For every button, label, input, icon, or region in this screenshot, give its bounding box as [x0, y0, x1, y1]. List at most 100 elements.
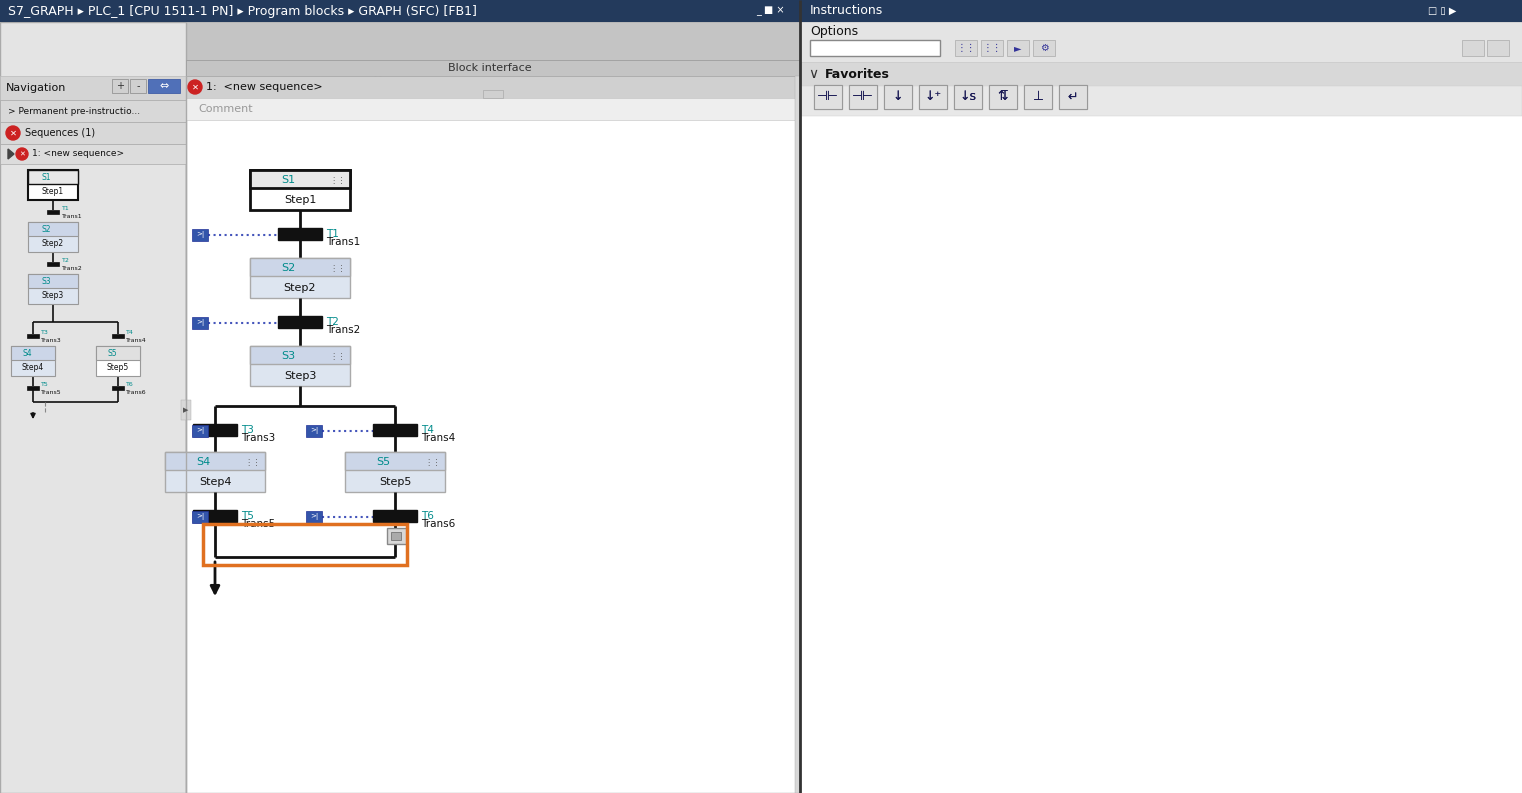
Text: T1: T1 — [62, 206, 70, 212]
Text: Trans2: Trans2 — [326, 325, 361, 335]
Text: Block interface: Block interface — [447, 63, 531, 73]
Bar — [113, 79, 128, 93]
Text: S5: S5 — [107, 348, 117, 358]
Text: 1:  <new sequence>: 1: <new sequence> — [205, 82, 323, 92]
Bar — [193, 424, 237, 436]
Bar — [250, 346, 350, 364]
Bar — [11, 346, 55, 376]
Bar — [0, 76, 186, 100]
Bar — [884, 85, 912, 109]
Bar — [954, 85, 982, 109]
Bar — [250, 346, 350, 386]
Text: ∨: ∨ — [808, 67, 819, 81]
Text: Sequences (1): Sequences (1) — [24, 128, 94, 138]
Text: Navigation: Navigation — [6, 83, 67, 93]
Bar — [27, 170, 78, 200]
Bar — [250, 170, 350, 188]
Bar — [306, 425, 323, 437]
Bar — [345, 452, 444, 470]
Text: Trans1: Trans1 — [62, 213, 82, 219]
Text: ⊥: ⊥ — [1032, 90, 1044, 104]
Text: ▶: ▶ — [183, 407, 189, 413]
Bar — [801, 86, 1522, 793]
Bar — [373, 510, 417, 522]
Bar — [11, 346, 55, 360]
Text: >|: >| — [196, 514, 204, 520]
Bar — [279, 228, 323, 240]
Bar — [1059, 85, 1087, 109]
Text: Trans2: Trans2 — [62, 266, 82, 270]
Bar — [954, 40, 977, 56]
Text: ⊣⊢: ⊣⊢ — [817, 90, 839, 104]
Bar — [0, 22, 186, 793]
Text: Trans6: Trans6 — [126, 389, 146, 394]
Bar — [186, 98, 801, 120]
Text: ⇅̅: ⇅̅ — [998, 90, 1008, 104]
Text: Step1: Step1 — [43, 187, 64, 197]
Text: Trans5: Trans5 — [240, 519, 275, 529]
Text: ✕: ✕ — [192, 82, 198, 91]
Text: S1: S1 — [282, 175, 295, 185]
Text: ⋮⋮: ⋮⋮ — [330, 263, 347, 273]
Circle shape — [6, 126, 20, 140]
Bar — [801, 86, 1522, 116]
Bar — [192, 317, 209, 329]
Text: 1: <new sequence>: 1: <new sequence> — [32, 150, 125, 159]
Bar — [345, 452, 444, 492]
Bar — [801, 62, 1522, 86]
Bar — [919, 85, 947, 109]
Text: Step2: Step2 — [43, 239, 64, 248]
Bar — [387, 528, 406, 544]
Text: T5: T5 — [240, 511, 254, 521]
Text: ✕: ✕ — [20, 151, 24, 157]
Bar — [954, 85, 982, 109]
Text: T5: T5 — [41, 382, 49, 388]
Text: S4: S4 — [196, 457, 210, 467]
Text: Step1: Step1 — [283, 195, 317, 205]
Text: ⊣⊢: ⊣⊢ — [817, 90, 839, 104]
Text: ↓s: ↓s — [959, 90, 977, 104]
Text: □ ▯ ▶: □ ▯ ▶ — [1428, 6, 1457, 16]
Text: ⋮⋮: ⋮⋮ — [425, 458, 441, 466]
Text: Options: Options — [810, 25, 858, 39]
Text: -: - — [137, 81, 140, 91]
Bar — [47, 210, 59, 214]
Bar — [192, 511, 209, 523]
Bar — [164, 452, 265, 492]
Text: T4: T4 — [422, 425, 434, 435]
Bar — [279, 316, 323, 328]
Bar — [250, 258, 350, 276]
Text: T6: T6 — [126, 382, 134, 388]
Bar — [27, 222, 78, 252]
Bar — [27, 274, 78, 304]
Bar — [849, 85, 877, 109]
Text: S7_GRAPH ▸ PLC_1 [CPU 1511-1 PN] ▸ Program blocks ▸ GRAPH (SFC) [FB1]: S7_GRAPH ▸ PLC_1 [CPU 1511-1 PN] ▸ Progr… — [8, 5, 476, 17]
Bar — [801, 22, 1522, 62]
Bar — [1059, 85, 1087, 109]
Bar — [373, 424, 417, 436]
Text: ↓: ↓ — [893, 90, 903, 104]
Circle shape — [189, 80, 202, 94]
Text: S3: S3 — [282, 351, 295, 361]
Text: +: + — [116, 81, 123, 91]
Text: Trans1: Trans1 — [326, 237, 361, 247]
Text: T3: T3 — [41, 331, 49, 335]
Text: ⋮⋮: ⋮⋮ — [330, 175, 347, 185]
Bar — [0, 22, 801, 60]
Bar — [27, 334, 40, 338]
Text: Trans3: Trans3 — [240, 433, 275, 443]
Text: ⇔: ⇔ — [160, 81, 169, 91]
Text: ►: ► — [1014, 43, 1021, 53]
Bar — [0, 100, 186, 122]
Bar — [250, 258, 350, 298]
Text: T4: T4 — [126, 331, 134, 335]
Text: Trans4: Trans4 — [126, 338, 146, 343]
Text: >|: >| — [310, 514, 318, 520]
Text: _ ■ ×: _ ■ × — [756, 6, 784, 16]
Bar — [96, 346, 140, 360]
Bar — [814, 85, 842, 109]
Text: Trans6: Trans6 — [422, 519, 455, 529]
Text: T2: T2 — [326, 317, 339, 327]
Bar — [884, 85, 912, 109]
Bar — [250, 170, 350, 210]
